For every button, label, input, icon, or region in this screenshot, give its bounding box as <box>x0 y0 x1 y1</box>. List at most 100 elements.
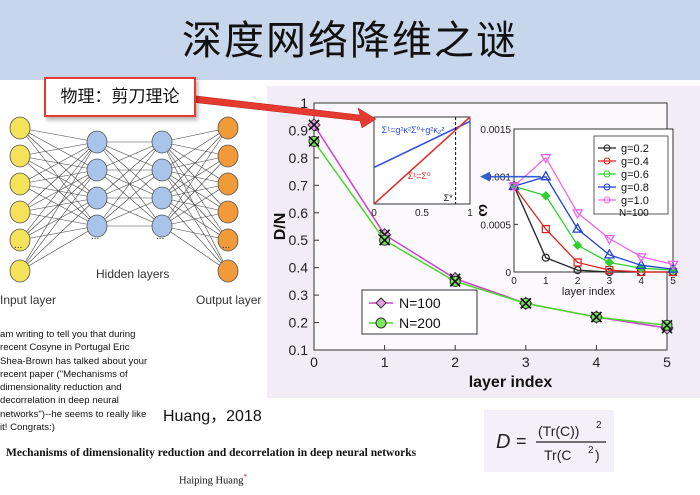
inset-legend-marker <box>603 157 611 165</box>
network-connection <box>161 225 229 241</box>
network-ellipsis: ... <box>14 240 22 251</box>
email-line: it! Congrats:) <box>0 422 55 434</box>
sigma-x-tick-label: 1 <box>467 208 473 219</box>
network-node <box>151 130 173 154</box>
inset-data-point <box>508 182 520 193</box>
sigma-blue-label: Σ¹=g²κ²Σ⁰+g²κ₂² <box>382 125 445 135</box>
network-node <box>151 158 173 182</box>
x-tick-label: 1 <box>381 354 389 370</box>
network-connection <box>96 141 163 199</box>
output-layer-label: Output layer <box>196 293 262 307</box>
inset-legend-label: g=0.8 <box>621 182 649 194</box>
network-connection <box>96 141 163 227</box>
network-connection <box>19 127 98 143</box>
formula-den-power: 2 <box>588 445 594 456</box>
main-legend: N=100 N=200 <box>361 289 478 335</box>
inset-x-tick-label: 4 <box>638 276 644 287</box>
inset-data-point <box>635 253 647 264</box>
cross-marker <box>308 119 320 131</box>
sigma-x-tick-label: 0.5 <box>415 208 429 219</box>
inset-data-point <box>541 253 550 262</box>
network-connection <box>161 225 229 272</box>
inset-data-point <box>573 265 582 275</box>
x-tick-label: 2 <box>451 354 459 370</box>
x-tick-label: 5 <box>663 354 671 370</box>
network-connection <box>161 127 229 199</box>
inset-data-point <box>667 262 679 273</box>
network-connection <box>161 211 229 227</box>
network-connection <box>19 141 98 157</box>
y-tick-label: 0.3 <box>289 287 309 303</box>
inset-data-point <box>572 240 583 251</box>
inset-legend-label: g=1.0 <box>621 195 649 207</box>
author-mark: * <box>243 473 247 481</box>
x-axis-label: layer index <box>469 374 553 391</box>
inset-x-tick-label: 5 <box>670 276 676 287</box>
inset-y-tick-label: 0.0005 <box>480 220 511 231</box>
cross-marker <box>661 319 673 331</box>
slide-title: 深度网络降维之谜 <box>182 18 518 64</box>
inset-data-point <box>603 234 616 245</box>
network-connection <box>19 225 98 272</box>
network-connection <box>19 225 98 241</box>
email-line: networks")--he seems to really like <box>0 408 147 420</box>
inset-legend: g=0.2g=0.4g=0.6g=0.8g=1.0 <box>593 135 669 215</box>
network-connection <box>161 127 229 171</box>
network-connection <box>161 127 229 227</box>
email-line: am writing to tell you that during <box>0 329 136 340</box>
inset-data-point <box>603 248 616 259</box>
email-line: Shea-Brown has talked about your <box>0 355 148 367</box>
y-tick-label: 1 <box>300 95 308 111</box>
inset-legend-marker <box>603 170 611 178</box>
network-connection <box>19 141 98 272</box>
inset-data-point <box>541 191 551 201</box>
inset-data-point <box>571 209 584 220</box>
formula-num-power: 2 <box>596 420 602 431</box>
sigma-star-label: Σ* <box>444 193 454 203</box>
network-node <box>9 200 31 224</box>
y-tick-label: 0.1 <box>289 342 309 358</box>
network-node <box>86 186 108 210</box>
network-connection <box>19 197 98 241</box>
network-node <box>86 214 108 238</box>
network-connection <box>19 141 98 185</box>
formula-den-close: ) <box>595 447 600 463</box>
network-node <box>151 214 173 238</box>
email-line: recent Cosyne in Portugal Eric <box>0 342 130 354</box>
sigma-red-label: Σ¹=Σ⁰ <box>408 171 431 181</box>
network-node <box>217 200 239 224</box>
network-connection <box>19 141 98 241</box>
network-node <box>9 144 31 168</box>
network-node <box>9 228 31 252</box>
network-ellipsis: ... <box>91 231 99 242</box>
inset-series-line <box>513 156 674 266</box>
network-connection <box>161 183 229 227</box>
network-connection <box>96 169 163 227</box>
series-line <box>313 140 668 327</box>
title-bar <box>0 0 700 80</box>
x-tick-label: 3 <box>522 354 530 370</box>
email-line: recent paper ("Mechanisms of <box>0 368 128 380</box>
network-connection <box>19 197 98 272</box>
dimension-formula: D = (Tr(C)) 2 Tr(C 2 ) <box>496 420 606 463</box>
network-connection <box>161 169 229 272</box>
cross-marker <box>308 135 320 147</box>
inset-legend-marker <box>603 144 611 152</box>
network-connection <box>96 141 163 171</box>
cross-marker <box>520 297 532 309</box>
physics-label: 物理：剪刀理论 <box>44 77 196 117</box>
legend-marker <box>375 297 387 309</box>
legend-label: N=200 <box>399 315 441 331</box>
input-layer-label: Input layer <box>0 293 57 307</box>
inset-legend-label: g=0.4 <box>621 156 649 168</box>
legend-marker <box>375 317 387 329</box>
y-axis-label: D/N <box>272 213 289 241</box>
inset-data-point <box>573 258 582 267</box>
y-tick-label: 0.4 <box>289 260 309 276</box>
inset-x-tick-label: 0 <box>511 276 517 287</box>
network-ellipsis: ... <box>156 231 164 242</box>
inset-data-point <box>571 222 584 233</box>
formula-box: D = (Tr(C)) 2 Tr(C 2 ) <box>484 410 614 472</box>
inset-data-point <box>540 153 552 164</box>
network-node <box>86 130 108 154</box>
